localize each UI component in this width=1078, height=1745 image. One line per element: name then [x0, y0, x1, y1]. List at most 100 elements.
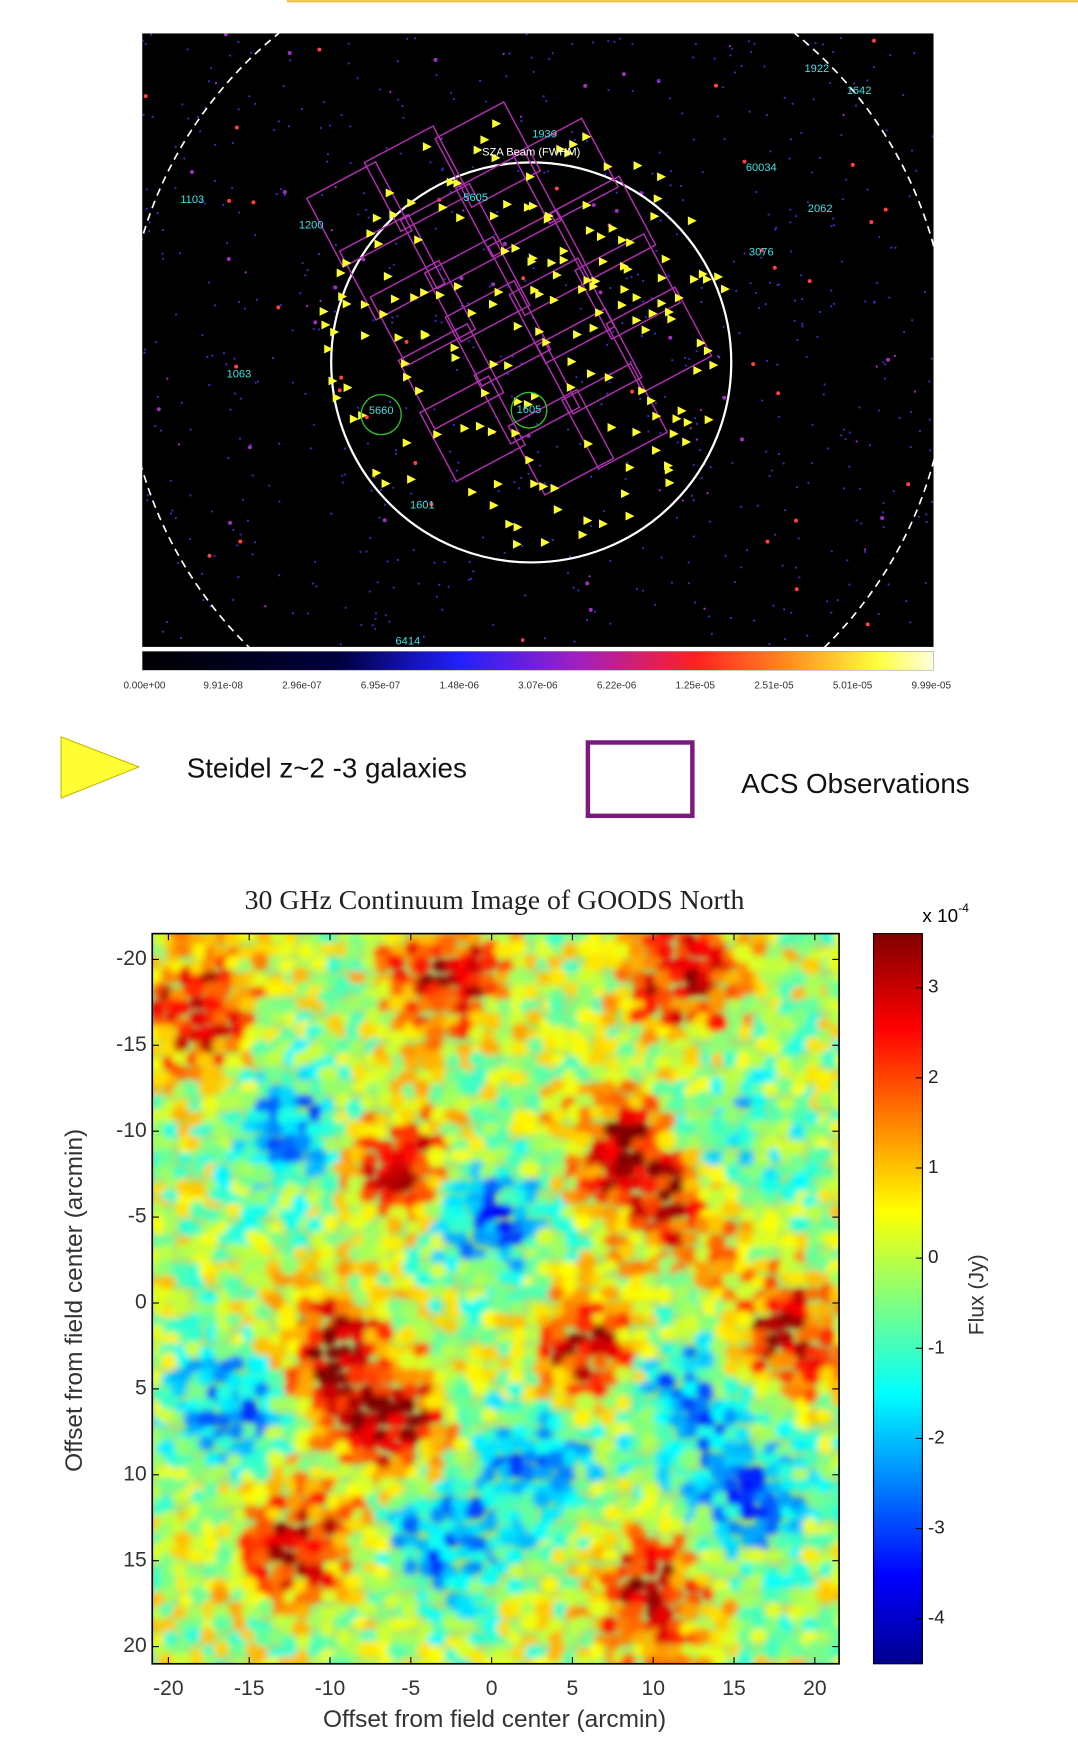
star — [313, 320, 317, 324]
star — [508, 52, 510, 54]
star — [911, 149, 913, 151]
star — [893, 490, 895, 492]
heat-blob — [452, 1112, 471, 1126]
star — [685, 364, 687, 366]
star — [556, 446, 558, 448]
heat-blob — [764, 1192, 779, 1204]
star — [186, 48, 188, 50]
star — [654, 332, 656, 334]
heat-blob — [175, 1437, 190, 1457]
heat-blob — [549, 1175, 562, 1192]
star — [504, 552, 506, 554]
star — [626, 277, 628, 279]
star — [227, 457, 229, 459]
star — [806, 635, 808, 637]
colorbar-tick-label: 2 — [928, 1067, 939, 1088]
heat-blob — [681, 1148, 703, 1165]
star — [888, 583, 890, 585]
heat-blob — [443, 1320, 458, 1332]
star — [926, 521, 928, 523]
heat-blob — [561, 1429, 580, 1442]
star — [765, 540, 769, 544]
heat-blob — [722, 1051, 738, 1067]
star — [884, 378, 886, 380]
heat-blob — [796, 1479, 810, 1492]
star — [278, 500, 280, 502]
star — [888, 296, 890, 298]
heat-blob — [470, 1592, 487, 1605]
star — [552, 539, 554, 541]
heat-blob — [336, 1628, 351, 1647]
star — [693, 138, 695, 140]
source-label: 1063 — [227, 369, 252, 381]
colorbar-tick-label: -3 — [928, 1518, 945, 1539]
star — [590, 525, 592, 527]
heat-blob — [228, 1424, 245, 1439]
heat-blob — [413, 1079, 430, 1098]
star — [829, 82, 831, 84]
star — [472, 166, 474, 168]
heat-blob — [721, 1202, 743, 1217]
star — [772, 605, 774, 607]
heat-blob — [293, 1176, 311, 1187]
star — [796, 339, 798, 341]
star — [702, 171, 704, 173]
star — [848, 466, 850, 468]
heat-blob — [619, 1244, 635, 1260]
heat-blob — [318, 928, 335, 945]
heat-blob — [669, 1008, 683, 1024]
heat-blob — [482, 1465, 496, 1482]
star — [740, 65, 742, 67]
heat-blob — [464, 1506, 484, 1518]
x-tick-label: -10 — [315, 1677, 346, 1700]
heat-blob — [763, 1245, 777, 1260]
heat-blob — [536, 1245, 553, 1260]
heat-blob — [707, 999, 725, 1012]
x-tick-label: -20 — [153, 1677, 184, 1700]
heat-blob — [451, 1477, 472, 1495]
star — [740, 506, 742, 508]
heat-blob — [333, 982, 349, 997]
star — [624, 478, 626, 480]
heat-blob — [477, 1574, 499, 1585]
heat-blob — [360, 1659, 381, 1672]
star — [749, 282, 751, 284]
legend-triangle — [61, 737, 139, 798]
star — [238, 301, 240, 303]
star — [518, 487, 520, 489]
star — [574, 139, 576, 141]
heat-blob — [264, 1426, 283, 1439]
star — [781, 565, 783, 567]
heat-blob — [815, 1409, 832, 1423]
x-tick-label: 10 — [641, 1677, 664, 1700]
star — [284, 194, 286, 196]
heat-blob — [357, 1601, 378, 1615]
star — [283, 190, 287, 194]
star — [227, 199, 231, 203]
sky-image — [142, 33, 933, 646]
star — [237, 41, 239, 43]
star — [280, 188, 282, 190]
star — [924, 291, 926, 293]
heat-blob — [667, 1202, 687, 1217]
star — [175, 146, 177, 148]
star — [788, 157, 790, 159]
star — [669, 184, 671, 186]
heat-blob — [400, 1659, 415, 1671]
heat-blob — [203, 1273, 217, 1285]
heat-blob — [606, 1634, 620, 1647]
x-tick-label: -5 — [401, 1677, 420, 1700]
heat-blob — [440, 1274, 455, 1285]
star — [374, 618, 376, 620]
star — [819, 157, 821, 159]
star — [227, 257, 231, 261]
y-tick-label: 5 — [135, 1376, 147, 1399]
star — [388, 621, 390, 623]
heat-blob — [826, 979, 847, 998]
star — [401, 105, 403, 107]
star — [884, 363, 886, 365]
heat-blob — [171, 1108, 190, 1121]
star — [864, 551, 866, 553]
star — [456, 369, 458, 371]
heat-blob — [450, 1150, 472, 1162]
